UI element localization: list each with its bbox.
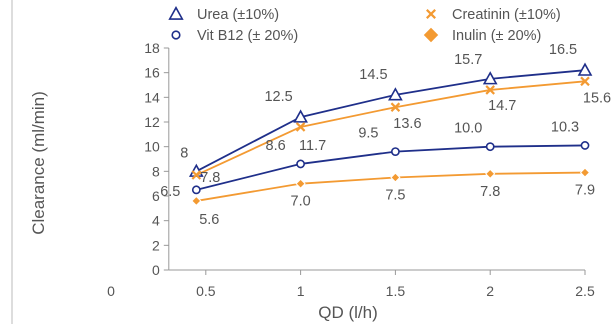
data-point-vitb12 bbox=[580, 141, 590, 150]
data-label-inulin: 7.8 bbox=[480, 184, 500, 200]
y-axis-title: Clearance (ml/min) bbox=[29, 91, 48, 235]
data-label-creatinin: 13.6 bbox=[393, 116, 421, 132]
data-label-urea: 16.5 bbox=[549, 42, 577, 58]
data-label-urea: 8 bbox=[180, 145, 188, 161]
series-inulin bbox=[191, 167, 591, 207]
data-label-inulin: 5.6 bbox=[199, 212, 219, 228]
y-tick-label: 16 bbox=[144, 65, 160, 81]
data-label-urea: 15.7 bbox=[454, 52, 482, 68]
data-label-vitb12: 6.5 bbox=[160, 184, 180, 200]
legend-label-urea: Urea (±10%) bbox=[197, 7, 279, 23]
legend-item-vitb12: Vit B12 (± 20%) bbox=[171, 28, 298, 44]
legend-marker-creatinin bbox=[426, 9, 436, 19]
data-point-urea bbox=[482, 71, 498, 85]
data-label-urea: 12.5 bbox=[264, 89, 292, 105]
legend-label-vitb12: Vit B12 (± 20%) bbox=[197, 28, 298, 44]
data-point-inulin bbox=[295, 178, 306, 189]
x-tick-label: 2.5 bbox=[575, 283, 595, 299]
data-point-creatinin bbox=[580, 76, 590, 87]
x-tick-label: 0.5 bbox=[196, 283, 216, 299]
data-label-inulin: 7.0 bbox=[291, 194, 311, 210]
data-point-vitb12 bbox=[296, 159, 305, 169]
data-label-creatinin: 15.6 bbox=[583, 90, 611, 106]
data-point-creatinin bbox=[390, 102, 401, 112]
data-point-inulin bbox=[191, 195, 202, 207]
x-axis-title: QD (l/h) bbox=[318, 303, 378, 322]
data-point-creatinin bbox=[295, 122, 306, 132]
series-line-vitb12 bbox=[196, 144, 586, 191]
data-label-vitb12: 10.3 bbox=[551, 119, 579, 135]
data-point-vitb12 bbox=[191, 185, 201, 195]
legend: Urea (±10%) Creatinin (±10%) Vit B12 (± 20… bbox=[168, 6, 561, 44]
data-point-urea bbox=[388, 87, 403, 101]
y-tick-label: 10 bbox=[144, 139, 160, 155]
y-tick-label: 2 bbox=[152, 237, 160, 253]
y-tick-label: 4 bbox=[152, 213, 160, 229]
legend-item-inulin: Inulin (± 20%) bbox=[422, 26, 541, 44]
data-point-urea bbox=[293, 109, 308, 123]
data-point-inulin bbox=[579, 167, 591, 178]
legend-marker-vitb12 bbox=[171, 30, 181, 40]
data-label-creatinin: 7.8 bbox=[200, 170, 220, 186]
series-layer bbox=[188, 62, 593, 207]
data-label-creatinin: 11.7 bbox=[299, 138, 326, 154]
x-tick-label: 0 bbox=[107, 283, 115, 299]
axes: 0 2 4 6 8 10 12 14 16 18 0 0.5 1 1.5 2 2.5 QD (l/h) Clear… bbox=[11, 0, 595, 324]
series-vitb12 bbox=[191, 141, 590, 195]
series-creatinin bbox=[191, 76, 590, 180]
legend-item-creatinin: Creatinin (±10%) bbox=[426, 7, 561, 23]
y-tick-label: 18 bbox=[144, 40, 160, 56]
legend-label-inulin: Inulin (± 20%) bbox=[452, 28, 541, 44]
data-label-inulin: 7.9 bbox=[575, 183, 595, 199]
y-tick-label: 8 bbox=[152, 163, 160, 179]
y-tick-label: 0 bbox=[152, 262, 160, 278]
data-point-vitb12 bbox=[390, 147, 400, 156]
data-label-inulin: 7.5 bbox=[385, 188, 405, 204]
data-point-urea bbox=[577, 62, 593, 76]
legend-item-urea: Urea (±10%) bbox=[168, 6, 279, 23]
data-label-vitb12: 9.5 bbox=[358, 126, 378, 142]
data-label-vitb12: 8.6 bbox=[266, 138, 286, 154]
y-tick-label: 12 bbox=[144, 114, 160, 130]
x-tick-label: 1.5 bbox=[386, 283, 406, 299]
y-tick-label: 6 bbox=[152, 188, 160, 204]
data-label-creatinin: 14.7 bbox=[488, 98, 516, 114]
data-point-creatinin bbox=[485, 85, 495, 95]
legend-marker-urea bbox=[168, 6, 184, 20]
data-point-inulin bbox=[485, 168, 496, 179]
legend-label-creatinin: Creatinin (±10%) bbox=[452, 7, 561, 23]
data-label-vitb12: 10.0 bbox=[454, 121, 482, 137]
series-urea bbox=[188, 62, 593, 177]
series-line-urea bbox=[195, 69, 586, 173]
y-tick-label: 14 bbox=[144, 89, 160, 105]
data-point-inulin bbox=[390, 172, 401, 183]
data-point-vitb12 bbox=[485, 142, 495, 152]
data-point-creatinin bbox=[191, 170, 202, 180]
x-tick-label: 2 bbox=[486, 283, 494, 299]
x-tick-label: 1 bbox=[297, 283, 305, 299]
data-labels: 8 12.5 14.5 15.7 16.5 7.8 11.7 13.6 14.7 15.6 6.5 8… bbox=[160, 42, 611, 228]
legend-marker-inulin bbox=[422, 26, 440, 44]
data-label-urea: 14.5 bbox=[359, 67, 387, 83]
